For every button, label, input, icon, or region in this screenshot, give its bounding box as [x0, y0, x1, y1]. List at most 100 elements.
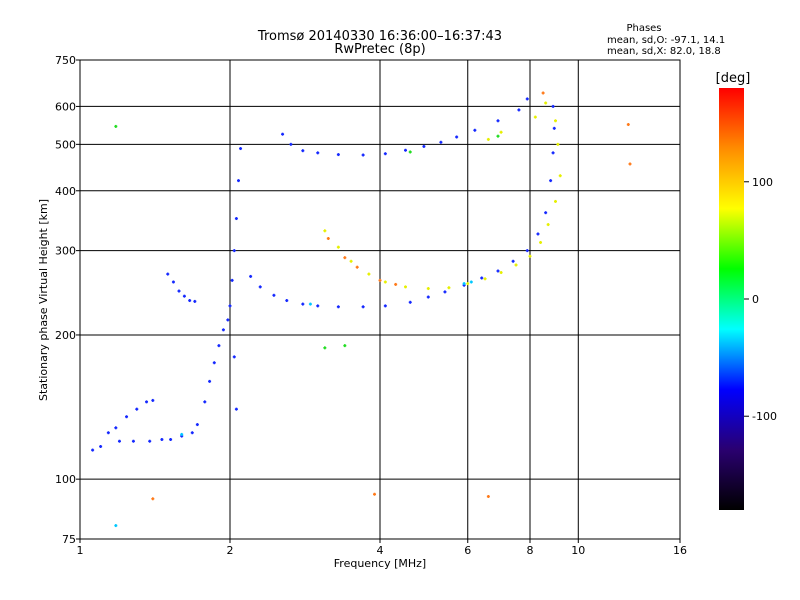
data-point [114, 426, 118, 430]
data-point [528, 254, 532, 258]
data-point [343, 256, 347, 260]
data-point [408, 300, 412, 304]
data-point [551, 104, 555, 108]
data-point [541, 91, 545, 95]
data-point [517, 108, 521, 112]
data-point [426, 295, 430, 299]
data-point [499, 130, 503, 134]
data-point [190, 431, 194, 435]
data-point [203, 400, 207, 404]
y-tick-label: 400 [55, 185, 76, 198]
colorbar-tick-label: 100 [752, 176, 773, 189]
colorbar-tick-label: -100 [752, 410, 777, 423]
phases-o-stats: mean, sd,O: -97.1, 14.1 [607, 35, 725, 46]
data-point [285, 299, 289, 303]
y-tick-label: 100 [55, 473, 76, 486]
y-tick-label: 500 [55, 138, 76, 151]
data-point [91, 448, 95, 452]
x-tick-label: 10 [571, 544, 585, 557]
data-point [323, 346, 327, 350]
colorbar-tick-label: 0 [752, 293, 759, 306]
data-point [180, 432, 184, 436]
data-point [536, 232, 540, 236]
data-point [549, 179, 553, 183]
data-point [544, 101, 548, 105]
data-point [383, 280, 387, 284]
data-point [544, 211, 548, 215]
x-tick-label: 1 [77, 544, 84, 557]
data-point [212, 361, 216, 365]
data-point [533, 115, 537, 119]
data-point [208, 379, 212, 383]
data-point [553, 119, 557, 123]
data-point [232, 249, 236, 253]
data-point [373, 492, 377, 496]
y-axis-label: Stationary phase Virtual Height [km] [37, 199, 50, 401]
data-point [525, 249, 529, 253]
data-point [226, 318, 230, 322]
data-point [443, 290, 447, 294]
data-point [408, 150, 412, 154]
data-point [539, 240, 543, 244]
data-point [166, 272, 170, 276]
y-tick-label: 750 [55, 54, 76, 67]
data-point [193, 299, 197, 303]
data-point [462, 282, 466, 286]
data-point [628, 162, 632, 166]
y-tick-label: 75 [62, 533, 76, 546]
y-axis: 75 100 200 300 400 500 600 750 [55, 54, 80, 546]
data-point [232, 355, 236, 359]
data-point [511, 259, 515, 263]
data-point [355, 265, 359, 269]
x-tick-label: 8 [527, 544, 534, 557]
data-point [195, 423, 199, 427]
data-point [234, 217, 238, 221]
data-point [496, 134, 500, 138]
y-tick-label: 300 [55, 245, 76, 258]
data-point [188, 299, 192, 303]
x-axis: 1 2 4 6 8 10 16 [77, 539, 687, 557]
data-point [182, 294, 186, 298]
data-point [236, 179, 240, 183]
data-point [148, 439, 152, 443]
data-point [171, 280, 175, 284]
data-point [106, 431, 110, 435]
data-point [546, 223, 550, 227]
data-point [466, 282, 470, 286]
data-point [553, 199, 557, 203]
data-point [323, 229, 327, 233]
data-point [403, 285, 407, 289]
data-point [135, 407, 139, 411]
data-point [289, 142, 293, 146]
data-point [258, 285, 262, 289]
data-point [499, 271, 503, 275]
data-point [151, 497, 155, 501]
data-point [316, 151, 320, 155]
data-point [151, 398, 155, 402]
data-point [125, 415, 129, 419]
data-point [336, 245, 340, 249]
grid [80, 60, 680, 539]
data-point [301, 149, 305, 153]
data-point [221, 328, 225, 332]
data-point [281, 132, 285, 136]
data-point [367, 272, 371, 276]
data-point [239, 147, 243, 151]
data-point [552, 126, 556, 130]
phases-x-stats: mean, sd,X: 82.0, 18.8 [607, 46, 721, 57]
data-point [343, 344, 347, 348]
data-point [455, 135, 459, 139]
data-point [361, 153, 365, 157]
data-point [177, 289, 181, 293]
data-point [349, 259, 353, 263]
data-point [361, 305, 365, 309]
data-point [447, 286, 451, 290]
data-points [91, 91, 632, 528]
data-point [326, 236, 330, 240]
colorbar-label: [deg] [716, 71, 751, 86]
chart-title: Tromsø 20140330 16:36:00–16:37:43 [257, 29, 502, 44]
data-point [426, 287, 430, 291]
x-axis-label: Frequency [MHz] [334, 557, 426, 570]
data-point [228, 304, 232, 308]
